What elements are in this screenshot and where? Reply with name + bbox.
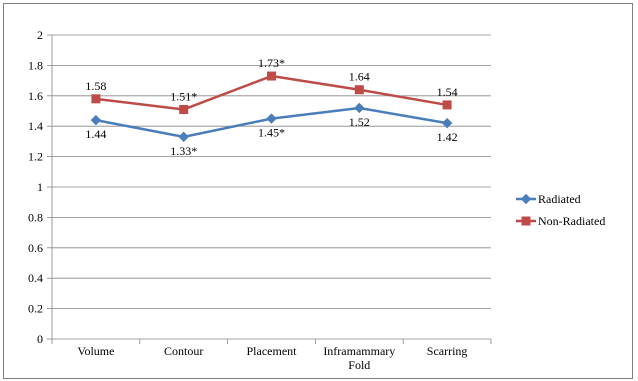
legend-entry: Radiated [538, 192, 581, 206]
legend-entry: Non-Radiated [538, 214, 605, 228]
x-tick-label: Inframammary Fold [323, 344, 395, 372]
data-label: 1.42 [437, 130, 458, 144]
data-point [441, 117, 453, 129]
data-label: 1.33* [170, 144, 197, 158]
y-tick-label: 0.6 [28, 241, 43, 255]
data-point [267, 71, 276, 81]
data-point [266, 113, 277, 124]
data-label: 1.54 [437, 85, 458, 99]
data-label: 1.64 [349, 70, 370, 84]
data-label: 1.45* [258, 126, 285, 140]
y-tick-label: 0.2 [28, 302, 43, 316]
x-tick-label: Volume [77, 344, 114, 358]
y-axis-ticks: 0 0.2 0.4 0.6 0.8 1 1.2 1.4 1.6 1.8 2 [28, 28, 43, 346]
data-point [179, 104, 189, 114]
x-tick-label: Scarring [427, 344, 468, 358]
data-label: 1.51* [170, 89, 197, 103]
y-tick-label: 0 [37, 332, 43, 346]
legend: Radiated Non-Radiated [516, 192, 605, 228]
y-tick-label: 1.8 [28, 58, 43, 72]
y-tick-label: 0.8 [28, 210, 43, 224]
y-tick-label: 0.4 [28, 271, 43, 285]
x-axis-ticks: Volume Contour Placement Inframammary Fold Sc… [77, 344, 467, 372]
data-point [90, 114, 102, 126]
axes [47, 34, 492, 344]
y-tick-label: 1.2 [28, 150, 43, 164]
series-line-non-radiated [95, 74, 448, 111]
data-label: 1.73* [258, 56, 285, 70]
data-labels: 1.44 1.33* 1.45* 1.52 1.42 1.58 1.51* 1.73* 1.64… [85, 56, 457, 158]
x-tick-label: Contour [164, 344, 203, 358]
legend-marker [521, 216, 531, 226]
y-tick-label: 2 [37, 28, 43, 42]
y-tick-label: 1.6 [28, 89, 43, 103]
y-tick-label: 1.4 [28, 119, 43, 133]
data-point [442, 100, 452, 110]
y-tick-label: 1 [37, 180, 43, 194]
data-point [354, 102, 365, 114]
data-label: 1.58 [85, 79, 106, 93]
data-point [178, 131, 189, 143]
gridlines [52, 34, 491, 310]
data-point [354, 85, 364, 95]
series-lines [90, 71, 453, 143]
data-label: 1.44 [85, 127, 106, 141]
data-point [91, 94, 101, 104]
data-label: 1.52 [349, 115, 370, 129]
x-tick-label: Placement [247, 344, 298, 358]
legend-marker [520, 193, 532, 205]
